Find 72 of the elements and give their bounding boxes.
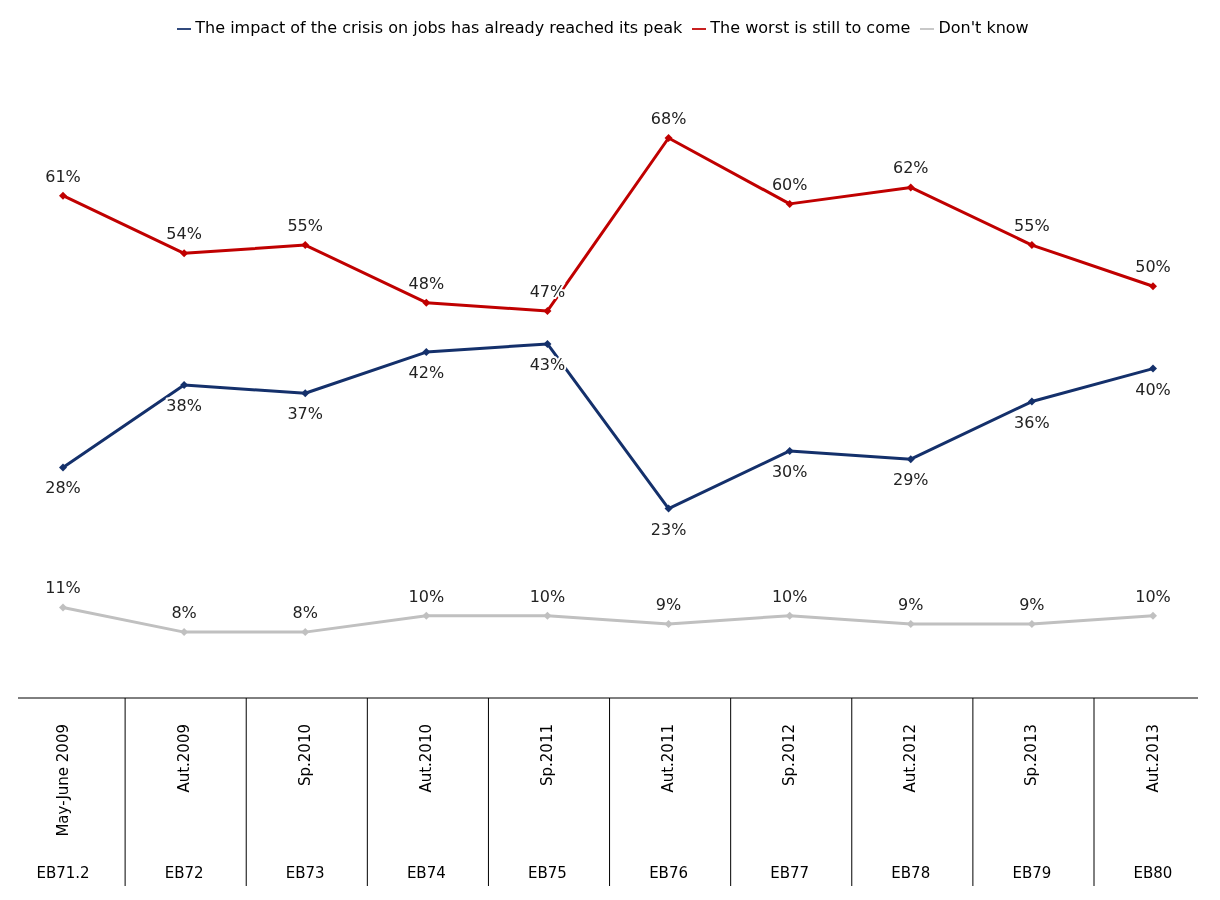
- data-label: 10%: [771, 586, 808, 606]
- data-label: 55%: [287, 216, 323, 236]
- x-tick-label: Sp.2012: [780, 724, 799, 786]
- data-label: 61%: [45, 166, 81, 186]
- data-label: 38%: [166, 396, 202, 416]
- point: [301, 389, 310, 398]
- text: EB72: [164, 864, 204, 882]
- data-label: 11%: [45, 578, 81, 598]
- legend-label: Don't know: [938, 18, 1029, 37]
- point: [543, 306, 552, 315]
- point: [180, 249, 189, 258]
- point: [301, 241, 310, 250]
- x-tick-label: Aut.2009: [174, 724, 193, 793]
- text: EB80: [1133, 864, 1173, 882]
- x-tick-label: Aut.2010: [416, 724, 435, 793]
- text: EB74: [406, 864, 446, 882]
- data-label: 54%: [166, 224, 202, 244]
- data-label: 48%: [408, 273, 445, 293]
- data-label: 42%: [408, 363, 445, 383]
- text: EB79: [1012, 864, 1052, 882]
- x-tick-label: Aut.2013: [1143, 724, 1162, 793]
- text: EB71.2: [36, 864, 90, 882]
- data-label: 55%: [1014, 216, 1050, 236]
- point: [785, 199, 794, 208]
- x-tick-label: Sp.2010: [295, 724, 314, 786]
- data-label: 40%: [1135, 379, 1171, 399]
- text: EB73: [285, 864, 325, 882]
- data-label: 28%: [45, 478, 81, 498]
- point: [664, 504, 673, 513]
- point: [543, 339, 552, 348]
- point: [422, 348, 431, 357]
- text: EB78: [891, 864, 931, 882]
- x-tick-label: Sp.2013: [1022, 724, 1041, 786]
- data-label: 9%: [655, 594, 682, 614]
- point: [1027, 241, 1036, 250]
- point: [906, 455, 915, 464]
- data-label: 36%: [1014, 412, 1050, 432]
- data-label: 37%: [287, 404, 323, 424]
- x-tick-label: Aut.2011: [659, 724, 678, 793]
- point: [422, 298, 431, 307]
- data-label: 8%: [292, 603, 318, 623]
- data-label: 9%: [1019, 594, 1045, 614]
- data-label: 9%: [898, 594, 924, 614]
- text: EB76: [649, 864, 688, 882]
- data-label: 8%: [171, 603, 197, 623]
- x-tick-label: Aut.2012: [901, 724, 920, 793]
- data-label: 62%: [893, 158, 929, 178]
- point: [906, 183, 915, 192]
- legend-label: The worst is still to come: [710, 18, 911, 37]
- point: [59, 191, 67, 200]
- data-label: 10%: [1135, 586, 1171, 606]
- x-tick-label: Sp.2011: [537, 724, 556, 786]
- data-label: 50%: [1135, 257, 1171, 277]
- text: EB77: [770, 864, 810, 882]
- point: [59, 603, 67, 612]
- point: [785, 446, 794, 455]
- point: [664, 134, 673, 142]
- point: [1027, 397, 1036, 406]
- point: [1149, 611, 1157, 620]
- data-label: 29%: [893, 470, 929, 490]
- text: EB75: [528, 864, 567, 882]
- data-label: 10%: [529, 586, 566, 606]
- x-tick-label: May-June 2009: [53, 724, 72, 837]
- point: [1149, 282, 1157, 291]
- legend-label: The impact of the crisis on jobs has already reached its peak: [195, 18, 683, 37]
- data-label: 10%: [408, 586, 445, 606]
- data-label: 23%: [650, 519, 687, 539]
- data-label: 30%: [771, 461, 808, 481]
- data-label: 68%: [650, 109, 687, 128]
- point: [59, 463, 67, 472]
- data-label: 60%: [771, 174, 808, 194]
- point: [1149, 364, 1157, 373]
